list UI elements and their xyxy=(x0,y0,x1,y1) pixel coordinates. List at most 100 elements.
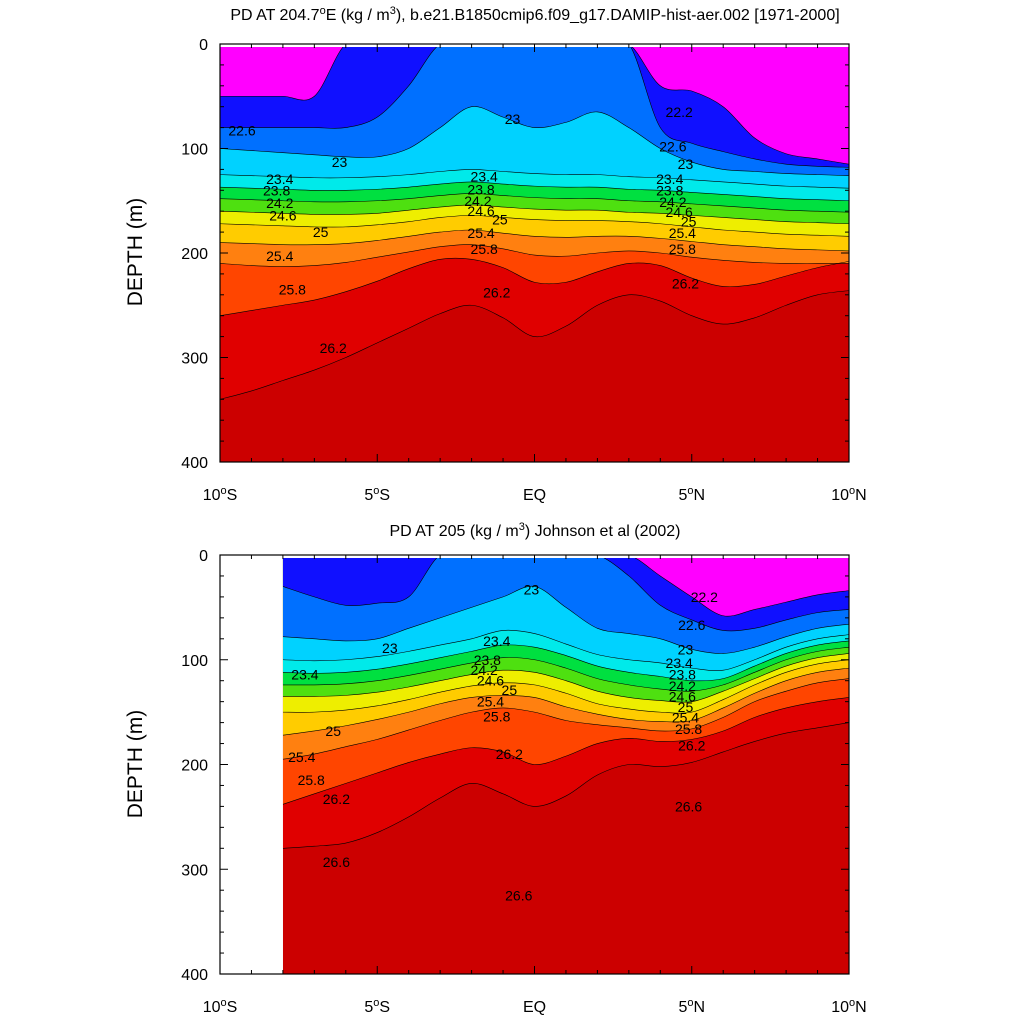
contour-line xyxy=(282,653,849,703)
contour-label: 22.2 xyxy=(666,104,693,120)
contour-label: 26.2 xyxy=(320,340,347,356)
contour-label: 25.8 xyxy=(298,772,325,788)
y-tick-label: 200 xyxy=(181,758,208,775)
contour-label: 24.2 xyxy=(669,678,696,694)
contour-label: 25 xyxy=(502,682,518,698)
contour-label: 23.8 xyxy=(669,666,696,682)
contour-label: 25 xyxy=(325,723,341,739)
contour-line xyxy=(282,629,849,671)
contour-label: 23.4 xyxy=(266,171,293,187)
contour-label: 25.4 xyxy=(672,709,699,725)
contour-line xyxy=(282,667,849,736)
contour-line xyxy=(220,169,849,189)
contour-label: 24.6 xyxy=(467,203,494,219)
contour-label: 24.6 xyxy=(666,204,693,220)
contour-line xyxy=(282,722,849,849)
x-tick-label: 5oS xyxy=(364,485,390,504)
contour-fills xyxy=(220,47,849,462)
contour-label: 24.2 xyxy=(266,195,293,211)
y-tick-label: 400 xyxy=(181,967,208,984)
contour-line xyxy=(634,558,849,617)
contour-label: 25.8 xyxy=(669,241,696,257)
contour-line xyxy=(220,244,849,267)
contour-label: 24.6 xyxy=(669,688,696,704)
contour-label: 26.2 xyxy=(323,791,350,807)
contour-label: 25.8 xyxy=(483,708,510,724)
contour-line xyxy=(282,678,849,760)
x-tick-label: EQ xyxy=(523,487,546,504)
y-tick-label: 300 xyxy=(181,351,208,368)
plot-area: 23 22.222.623 23.42323.423.824.224.62525.4… xyxy=(181,548,866,1016)
contour-line xyxy=(282,659,849,714)
contour-line xyxy=(282,646,849,692)
contour-label: 26.6 xyxy=(505,887,532,903)
contour-line xyxy=(220,204,849,225)
contour-label: 25.4 xyxy=(477,694,504,710)
contour-label: 23.4 xyxy=(656,171,683,187)
contour-band xyxy=(220,47,849,165)
contour-label: 23.8 xyxy=(656,182,683,198)
x-tick-label: EQ xyxy=(523,999,546,1016)
contour-label: 23 xyxy=(524,582,540,598)
contour-line xyxy=(220,106,849,176)
contour-label: 25.8 xyxy=(675,721,702,737)
y-tick-label: 200 xyxy=(181,246,208,263)
contour-line xyxy=(282,585,849,654)
contour-label: 25 xyxy=(681,214,697,230)
x-tick-label: 10oS xyxy=(203,997,238,1016)
contour-label: 25.8 xyxy=(279,282,306,298)
contour-label: 24.6 xyxy=(477,673,504,689)
contour-label: 22.6 xyxy=(659,138,686,154)
x-tick-label: 5oN xyxy=(678,997,705,1016)
panel-model-section: PD AT 204.7oE (kg / m3), b.e21.B1850cmip… xyxy=(124,5,867,504)
contour-line xyxy=(220,215,849,237)
contour-label: 26.2 xyxy=(496,746,523,762)
contour-label: 23.4 xyxy=(666,655,693,671)
contour-label: 26.2 xyxy=(672,275,699,291)
contour-line xyxy=(220,47,849,168)
contour-line xyxy=(282,697,849,805)
contour-label: 23.4 xyxy=(291,666,318,682)
contour-line xyxy=(220,229,849,252)
contour-label: 26.2 xyxy=(678,738,705,754)
contour-line xyxy=(282,640,849,682)
contour-label: 25 xyxy=(313,224,329,240)
contour-lines xyxy=(282,558,849,849)
contour-label: 26.2 xyxy=(483,285,510,301)
contour-label: 23.8 xyxy=(467,181,494,197)
contour-label: 25.4 xyxy=(288,749,315,765)
contour-band xyxy=(635,558,849,617)
contour-label: 25 xyxy=(678,699,694,715)
contour-label: 24.2 xyxy=(659,194,686,210)
contour-line xyxy=(220,47,849,165)
panel-title: PD AT 204.7oE (kg / m3), b.e21.B1850cmip… xyxy=(230,5,839,24)
contour-line xyxy=(220,257,849,316)
contour-fills xyxy=(282,558,849,974)
contour-line xyxy=(220,181,849,202)
contour-label: 23.8 xyxy=(474,652,501,668)
contour-label: 24.6 xyxy=(269,207,296,223)
contour-label: 23 xyxy=(505,111,521,127)
contour-label: 25.4 xyxy=(467,225,494,241)
panel-title: PD AT 205 (kg / m3) Johnson et al (2002) xyxy=(389,521,680,540)
contour-line xyxy=(220,193,849,213)
contour-label: 25.8 xyxy=(471,241,498,257)
contour-label: 26.6 xyxy=(323,854,350,870)
x-tick-label: 10oS xyxy=(203,485,238,504)
contour-label: 24.2 xyxy=(471,662,498,678)
contour-label: 23 xyxy=(332,154,348,170)
panel-observation-section: PD AT 205 (kg / m3) Johnson et al (2002)… xyxy=(124,521,867,1016)
plot-area: 22.622.2232322.62323.423.824.224.623.423… xyxy=(181,37,866,504)
contour-line xyxy=(220,290,849,400)
y-tick-label: 100 xyxy=(181,142,208,159)
contour-label: 23 xyxy=(678,641,694,657)
y-tick-label: 0 xyxy=(199,548,208,565)
x-tick-label: 5oN xyxy=(678,485,705,504)
contour-label: 25 xyxy=(492,212,508,228)
x-tick-label: 10oN xyxy=(831,997,866,1016)
contour-label: 22.6 xyxy=(228,123,255,139)
contour-label: 22.6 xyxy=(678,617,705,633)
contour-label: 22.2 xyxy=(691,589,718,605)
contour-label: 24.2 xyxy=(464,193,491,209)
